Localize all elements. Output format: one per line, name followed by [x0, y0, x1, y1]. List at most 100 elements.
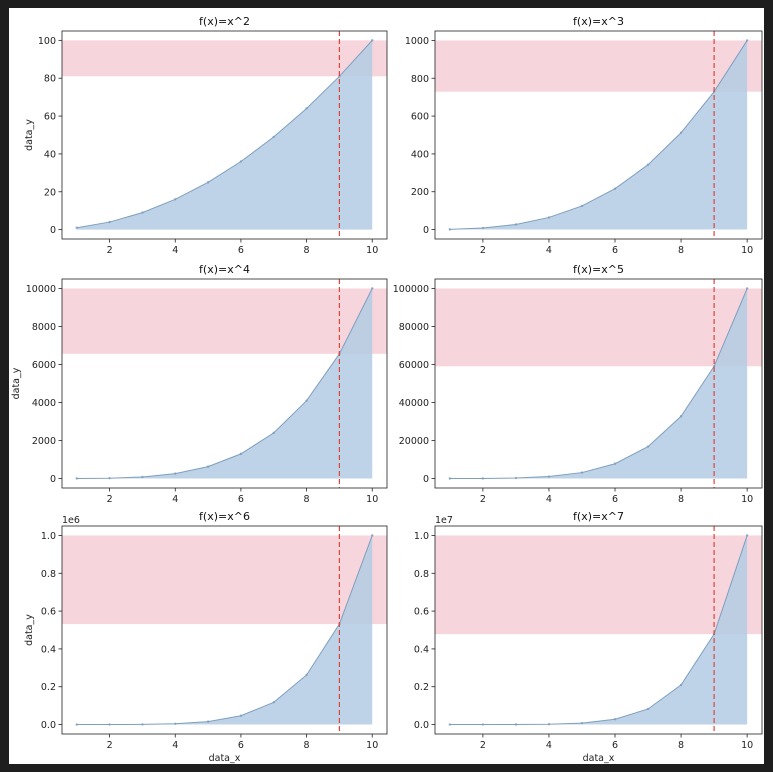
data-point — [206, 181, 210, 184]
subplot-3: 2 4 6 8 10 0 2000 4000 6000 8000 10000 f(x)=x^4 data… — [11, 263, 388, 505]
x-tick-label: 6 — [612, 494, 618, 505]
data-point — [646, 163, 650, 166]
data-point — [174, 472, 177, 475]
data-point — [745, 534, 749, 537]
data-point — [141, 723, 144, 726]
plot-area — [62, 279, 387, 488]
plot-area — [62, 31, 387, 239]
y-axis-label: data_y — [24, 119, 35, 151]
x-tick-label: 10 — [741, 245, 753, 256]
y-tick-label: 0.6 — [414, 607, 429, 618]
y-tick-label: 10000 — [26, 284, 56, 295]
subplot-title: f(x)=x^5 — [573, 263, 624, 276]
y-tick-label: 0.2 — [414, 682, 429, 693]
x-tick-label: 6 — [612, 740, 618, 751]
y-tick-label: 0 — [423, 474, 429, 485]
subplot-2: 2 4 6 8 10 0 200 400 600 800 1000 f(x)=x^3 — [405, 15, 763, 256]
data-point — [448, 228, 452, 231]
subplot-6: 2 4 6 8 10 0.0 0.2 0.4 0.6 0.8 1.0 f(x)=x^7 1e7 data_… — [414, 510, 763, 764]
y-tick-label: 0.8 — [414, 569, 429, 580]
data-point — [174, 198, 177, 201]
axes-frame — [434, 525, 763, 735]
data-point — [547, 475, 551, 478]
y-tick-label: 1.0 — [41, 531, 56, 542]
subplot-title: f(x)=x^4 — [199, 263, 250, 276]
data-point — [613, 462, 617, 465]
x-tick-label: 10 — [366, 740, 378, 751]
y-tick-label: 0 — [50, 474, 56, 485]
data-point — [305, 107, 308, 110]
subplot-title: f(x)=x^6 — [199, 510, 250, 523]
data-point — [75, 477, 78, 480]
plot-area — [435, 31, 762, 239]
data-point — [481, 723, 485, 726]
plot-area — [62, 526, 387, 734]
y-tick-label: 0 — [423, 225, 429, 236]
series-line — [449, 288, 748, 479]
x-tick-label: 6 — [238, 494, 244, 505]
y-tick-label: 0.4 — [414, 644, 429, 655]
subplot-4: 2 4 6 8 10 0 20000 40000 60000 80000 100000 f(x)=x^… — [393, 263, 763, 505]
x-tick-label: 6 — [238, 740, 244, 751]
data-point — [580, 204, 584, 208]
axes-frame — [434, 278, 763, 489]
x-tick-label: 10 — [366, 245, 378, 256]
series-line — [76, 288, 373, 479]
y-tick-label: 8000 — [32, 322, 56, 333]
x-tick-label: 4 — [546, 494, 552, 505]
y-tick-label: 200 — [411, 187, 429, 198]
data-point — [514, 223, 518, 226]
data-point — [108, 476, 111, 480]
data-point — [272, 431, 275, 435]
x-tick-label: 4 — [546, 740, 552, 751]
x-tick-label: 4 — [172, 245, 178, 256]
area-fill — [449, 535, 748, 725]
data-point — [646, 707, 650, 711]
area-fill — [76, 535, 373, 725]
y-tick-label: 40000 — [399, 398, 429, 409]
data-point — [239, 452, 243, 456]
x-tick-label: 6 — [612, 245, 618, 256]
y-tick-label: 2000 — [32, 436, 56, 447]
y-tick-label: 0 — [50, 225, 56, 236]
x-tick-label: 2 — [480, 245, 486, 256]
data-point — [108, 723, 111, 726]
x-tick-label: 4 — [172, 740, 178, 751]
highlight-band — [435, 40, 762, 92]
subplot-title: f(x)=x^7 — [573, 510, 624, 523]
data-point — [646, 445, 650, 448]
y-tick-label: 100000 — [393, 284, 429, 295]
area-fill — [76, 288, 373, 479]
data-point — [371, 287, 374, 290]
y-tick-label: 40 — [44, 149, 56, 160]
y-tick-label: 0.6 — [41, 607, 56, 618]
highlight-band — [62, 288, 387, 354]
y-tick-label: 600 — [411, 112, 429, 123]
data-point — [305, 673, 308, 677]
y-axis-label: data_y — [24, 614, 35, 646]
axes-frame — [434, 30, 763, 240]
data-point — [745, 287, 749, 290]
data-point — [272, 135, 275, 139]
series-line — [76, 40, 373, 229]
y-tick-label: 20 — [44, 187, 56, 198]
data-point — [206, 720, 210, 723]
x-tick-label: 2 — [107, 494, 113, 505]
area-fill — [76, 40, 373, 230]
x-tick-label: 8 — [304, 245, 310, 256]
y-tick-label: 60 — [44, 112, 56, 123]
y-tick-label: 1.0 — [414, 531, 429, 542]
data-point — [108, 220, 111, 224]
y-tick-label: 20000 — [399, 436, 429, 447]
data-point — [371, 534, 374, 537]
y-tick-label: 60000 — [399, 360, 429, 371]
y-tick-label: 0.2 — [41, 682, 56, 693]
y-tick-label: 0.0 — [41, 720, 56, 731]
highlight-band — [435, 288, 762, 367]
axis-offset-label: 1e7 — [435, 515, 453, 526]
data-point — [547, 723, 551, 726]
subplot-5: 2 4 6 8 10 0.0 0.2 0.4 0.6 0.8 1.0 f(x)=x^6 1e6 data_… — [24, 510, 388, 764]
y-tick-label: 800 — [411, 74, 429, 85]
